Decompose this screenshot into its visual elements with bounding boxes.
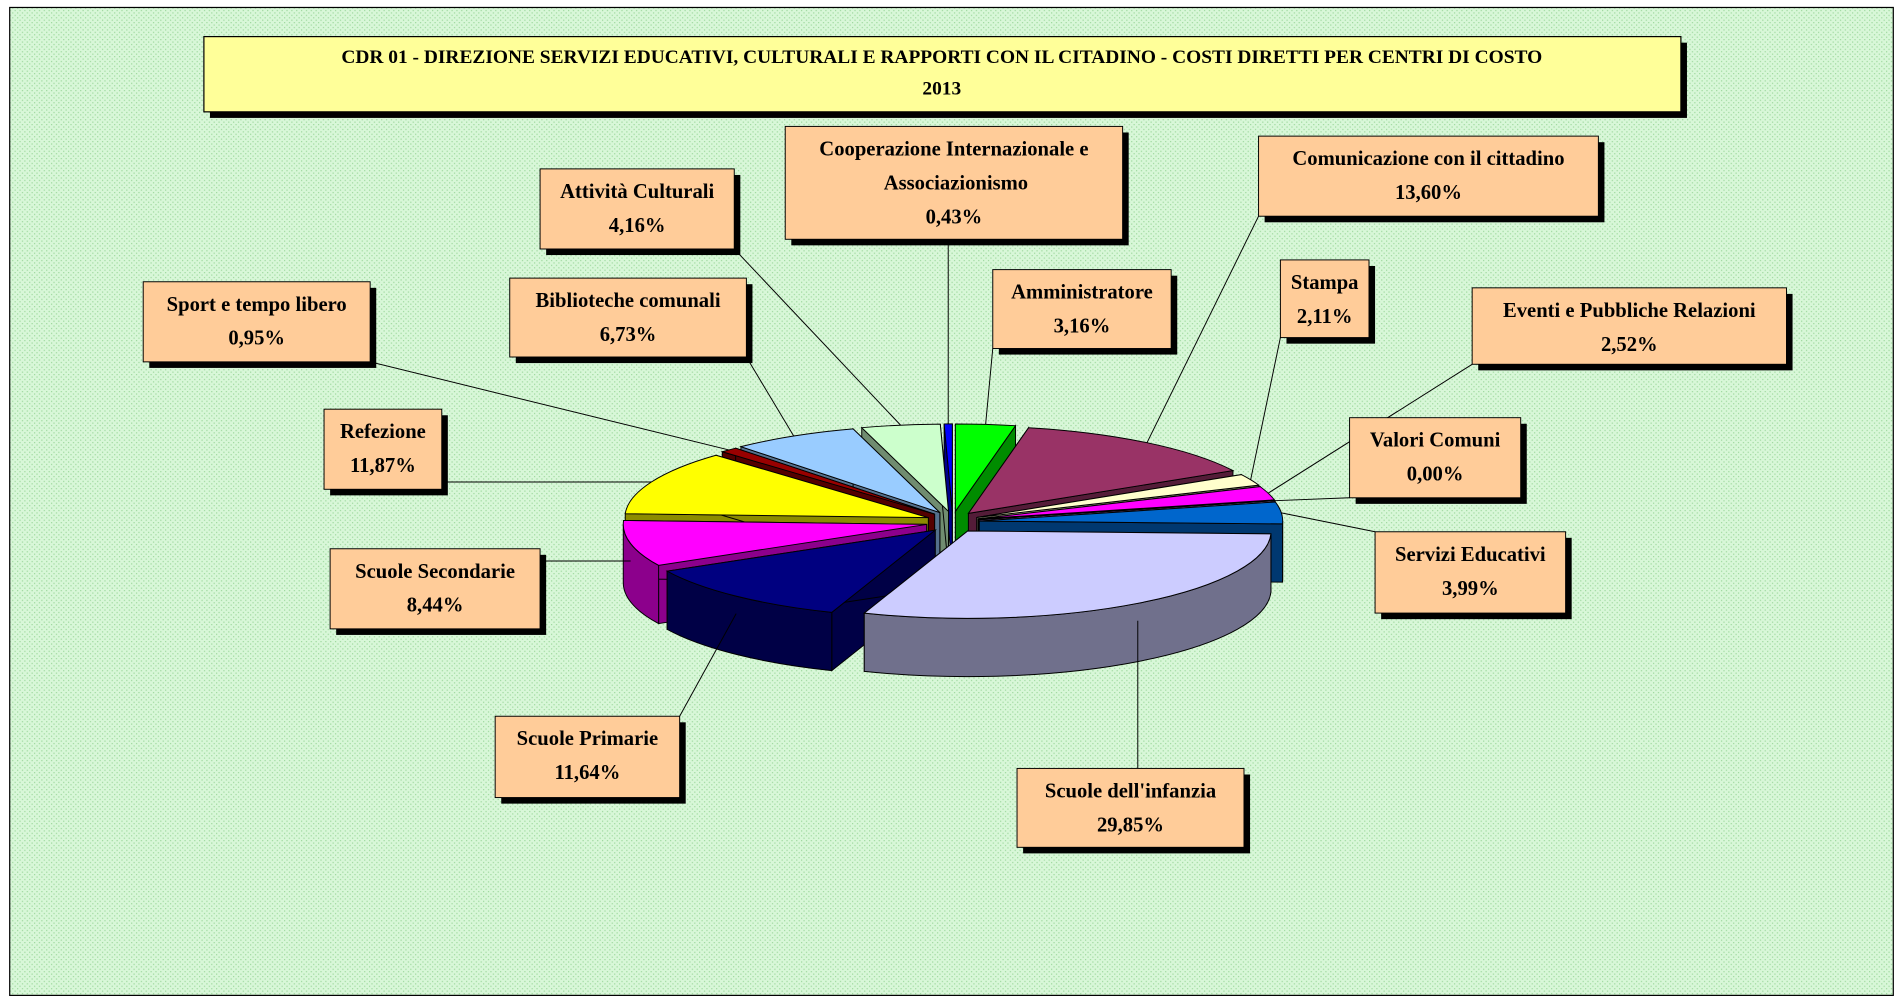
label-value: 3,99% [1442,578,1499,600]
label-value: 2,11% [1297,306,1353,328]
leader-line [985,348,994,425]
label-name: Scuole dell'infanzia [1045,780,1216,802]
label-value: 0,95% [228,328,285,350]
slice [979,501,1284,525]
chart-title: CDR 01 - DIREZIONE SERVIZI EDUCATIVI, CU… [341,47,1542,68]
label-box [494,715,681,799]
label-value: 4,16% [609,215,666,237]
label-name: Valori Comuni [1370,430,1501,452]
label-box [1349,417,1522,499]
label-box [1279,259,1370,339]
label-name: Stampa [1291,272,1359,294]
slice [622,519,927,566]
label-box [1374,531,1567,614]
leader-line [745,356,795,437]
label-name: Refezione [340,421,426,443]
labels: Amministratore 3,16% Comunicazione con il … [142,125,1793,854]
label-box [992,269,1172,349]
label-name: Biblioteche comunali [536,290,721,312]
pie [622,423,1284,678]
label-name: Scuole Secondarie [355,561,515,583]
label-box [142,281,371,363]
label-box [1016,767,1245,848]
label-value: 3,16% [1054,316,1111,338]
label-box [323,408,443,490]
label-box [784,125,1124,240]
slice [739,428,941,514]
slice [720,447,935,515]
label-name: Amministratore [1011,282,1153,304]
label-box [509,277,747,358]
label-value: 11,64% [554,762,620,784]
label-value: 2,52% [1601,334,1658,356]
slice [863,530,1272,619]
slice [967,427,1235,515]
slice [665,529,937,613]
leader-line [733,248,901,426]
label-value: 8,44% [407,595,464,617]
leader-line [679,613,737,717]
label-value: 0,43% [926,206,983,228]
label-box [1258,135,1599,217]
chart-subtitle: 2013 [922,78,961,99]
leader-line [1146,216,1259,443]
label-value: 13,60% [1395,182,1462,204]
slice [976,474,1261,518]
label-value: 0,00% [1407,464,1464,486]
label-name: Attività Culturali [560,181,714,203]
label-name: Servizi Educativi [1395,544,1546,566]
label-name: Sport e tempo libero [167,294,347,316]
label-box [329,548,541,630]
leader-line [370,361,729,451]
label-box [539,168,735,250]
slice [978,500,1275,521]
title-box [203,35,1682,113]
leader-line [1274,497,1350,502]
label-name: Comunicazione con il cittadino [1292,148,1564,170]
label-value: 6,73% [600,324,657,346]
slice [978,486,1276,520]
label-name: Cooperazione Internazionale e Associazio… [819,138,1088,194]
slice [954,423,1017,513]
label-name: Scuole Primarie [517,728,658,750]
leader-line [1281,512,1376,533]
label-value: 29,85% [1097,814,1164,836]
label-name: Eventi e Pubbliche Relazioni [1503,300,1756,322]
label-value: 11,87% [350,455,416,477]
leader-line [1250,337,1281,480]
label-box [1471,287,1787,365]
